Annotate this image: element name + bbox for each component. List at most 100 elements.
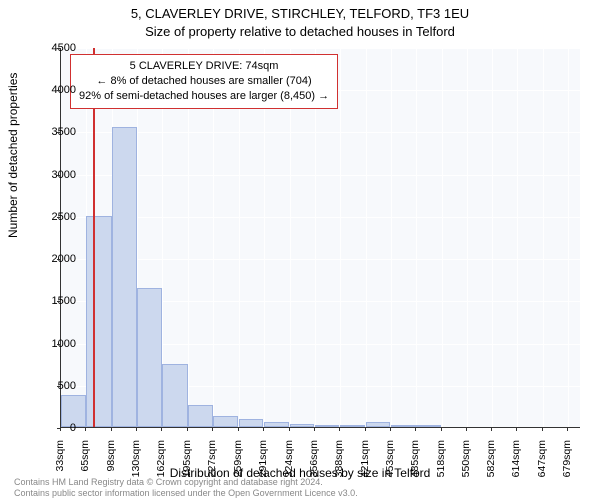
gridline-h: [61, 132, 580, 133]
annotation-box: 5 CLAVERLEY DRIVE: 74sqm← 8% of detached…: [70, 54, 338, 109]
x-tick-mark: [441, 428, 442, 431]
x-tick-label: 33sqm: [54, 440, 66, 480]
histogram-bar: [290, 424, 315, 427]
histogram-bar: [162, 364, 187, 427]
x-tick-label: 130sqm: [130, 440, 142, 480]
y-tick-mark: [57, 301, 60, 302]
gridline-v: [416, 48, 417, 427]
gridline-h: [61, 48, 580, 49]
footer-attribution: Contains HM Land Registry data © Crown c…: [14, 477, 358, 498]
histogram-bar: [416, 425, 441, 427]
chart-title-line2: Size of property relative to detached ho…: [0, 24, 600, 39]
y-tick-label: 500: [36, 380, 76, 392]
x-tick-label: 259sqm: [232, 440, 244, 480]
gridline-v: [467, 48, 468, 427]
gridline-v: [366, 48, 367, 427]
histogram-bar: [137, 288, 162, 427]
histogram-bar: [366, 422, 391, 427]
histogram-bar: [264, 422, 289, 427]
histogram-bar: [239, 419, 264, 427]
annotation-line: 5 CLAVERLEY DRIVE: 74sqm: [79, 59, 329, 74]
gridline-v: [340, 48, 341, 427]
gridline-h: [61, 217, 580, 218]
x-tick-label: 453sqm: [384, 440, 396, 480]
x-tick-mark: [365, 428, 366, 431]
y-tick-mark: [57, 386, 60, 387]
x-tick-mark: [187, 428, 188, 431]
y-tick-label: 3500: [36, 126, 76, 138]
x-tick-mark: [542, 428, 543, 431]
x-tick-mark: [263, 428, 264, 431]
x-tick-label: 679sqm: [561, 440, 573, 480]
gridline-v: [442, 48, 443, 427]
footer-line2: Contains public sector information licen…: [14, 488, 358, 498]
y-tick-mark: [57, 90, 60, 91]
x-tick-label: 518sqm: [435, 440, 447, 480]
x-tick-mark: [238, 428, 239, 431]
gridline-v: [492, 48, 493, 427]
x-tick-label: 195sqm: [181, 440, 193, 480]
x-tick-label: 227sqm: [206, 440, 218, 480]
annotation-line: ← 8% of detached houses are smaller (704…: [79, 74, 329, 89]
y-tick-mark: [57, 259, 60, 260]
y-tick-label: 3000: [36, 169, 76, 181]
y-tick-mark: [57, 132, 60, 133]
y-tick-label: 2500: [36, 211, 76, 223]
x-tick-label: 291sqm: [257, 440, 269, 480]
x-tick-mark: [390, 428, 391, 431]
histogram-bar: [340, 425, 365, 427]
gridline-h: [61, 175, 580, 176]
y-tick-label: 4000: [36, 84, 76, 96]
y-axis-label: Number of detached properties: [6, 73, 20, 238]
x-tick-label: 356sqm: [308, 440, 320, 480]
x-tick-label: 421sqm: [359, 440, 371, 480]
x-tick-mark: [415, 428, 416, 431]
x-tick-label: 582sqm: [485, 440, 497, 480]
y-tick-label: 1500: [36, 295, 76, 307]
chart-title-line1: 5, CLAVERLEY DRIVE, STIRCHLEY, TELFORD, …: [0, 6, 600, 21]
x-tick-label: 647sqm: [536, 440, 548, 480]
y-tick-mark: [57, 344, 60, 345]
histogram-bar: [188, 405, 213, 427]
y-tick-label: 2000: [36, 253, 76, 265]
histogram-bar: [112, 127, 137, 427]
x-tick-label: 388sqm: [333, 440, 345, 480]
histogram-bar: [86, 216, 111, 427]
y-tick-label: 0: [36, 422, 76, 434]
histogram-bar: [315, 425, 340, 427]
x-tick-mark: [314, 428, 315, 431]
histogram-bar: [213, 416, 238, 427]
x-tick-mark: [516, 428, 517, 431]
x-tick-mark: [60, 428, 61, 431]
x-tick-mark: [567, 428, 568, 431]
x-tick-mark: [85, 428, 86, 431]
y-tick-label: 4500: [36, 42, 76, 54]
y-tick-label: 1000: [36, 338, 76, 350]
gridline-h: [61, 259, 580, 260]
y-tick-mark: [57, 48, 60, 49]
x-tick-label: 324sqm: [283, 440, 295, 480]
gridline-v: [543, 48, 544, 427]
histogram-bar: [391, 425, 416, 427]
x-tick-mark: [339, 428, 340, 431]
x-tick-label: 98sqm: [105, 440, 117, 480]
y-tick-mark: [57, 217, 60, 218]
x-tick-mark: [491, 428, 492, 431]
x-tick-mark: [161, 428, 162, 431]
x-tick-label: 485sqm: [409, 440, 421, 480]
x-tick-mark: [212, 428, 213, 431]
x-tick-label: 550sqm: [460, 440, 472, 480]
x-tick-label: 162sqm: [155, 440, 167, 480]
x-tick-mark: [136, 428, 137, 431]
annotation-line: 92% of semi-detached houses are larger (…: [79, 89, 329, 104]
x-tick-mark: [289, 428, 290, 431]
x-tick-label: 614sqm: [510, 440, 522, 480]
x-tick-label: 65sqm: [79, 440, 91, 480]
x-tick-mark: [111, 428, 112, 431]
gridline-v: [391, 48, 392, 427]
gridline-v: [568, 48, 569, 427]
y-tick-mark: [57, 175, 60, 176]
gridline-v: [517, 48, 518, 427]
chart-container: 5, CLAVERLEY DRIVE, STIRCHLEY, TELFORD, …: [0, 0, 600, 500]
x-tick-mark: [466, 428, 467, 431]
